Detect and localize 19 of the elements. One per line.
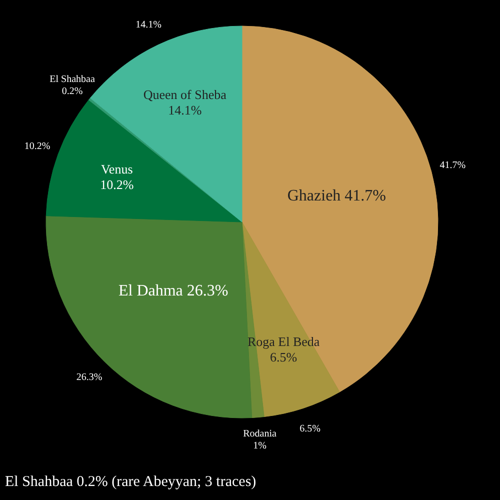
- text: 14.1%: [136, 19, 162, 30]
- text: El Shahbaa 0.2% (rare Abeyyan; 3 traces): [5, 474, 256, 490]
- data-label: 6.5%: [270, 350, 298, 365]
- slice-label: Ghazieh 41.7%: [287, 187, 386, 204]
- pie-slice: [242, 222, 340, 417]
- slice-label: El Shahbaa: [50, 74, 96, 86]
- text: 6.5%: [300, 423, 320, 434]
- slice-label: El Dahma 26.3%: [118, 282, 228, 300]
- text: 10.2%: [24, 141, 50, 152]
- slice-label: Venus: [100, 161, 133, 176]
- data-label: 41.7%: [440, 160, 466, 172]
- slice-label: Queen of Sheba: [143, 86, 227, 102]
- data-label: 10.2%: [100, 177, 134, 192]
- pie-slice: [242, 26, 438, 392]
- data-label: 14.1%: [168, 102, 202, 118]
- slice-label: Rodania: [243, 428, 278, 440]
- data-label: 1%: [253, 440, 266, 452]
- data-label: 26.3%: [76, 372, 102, 383]
- data-label: 0.2%: [62, 86, 83, 98]
